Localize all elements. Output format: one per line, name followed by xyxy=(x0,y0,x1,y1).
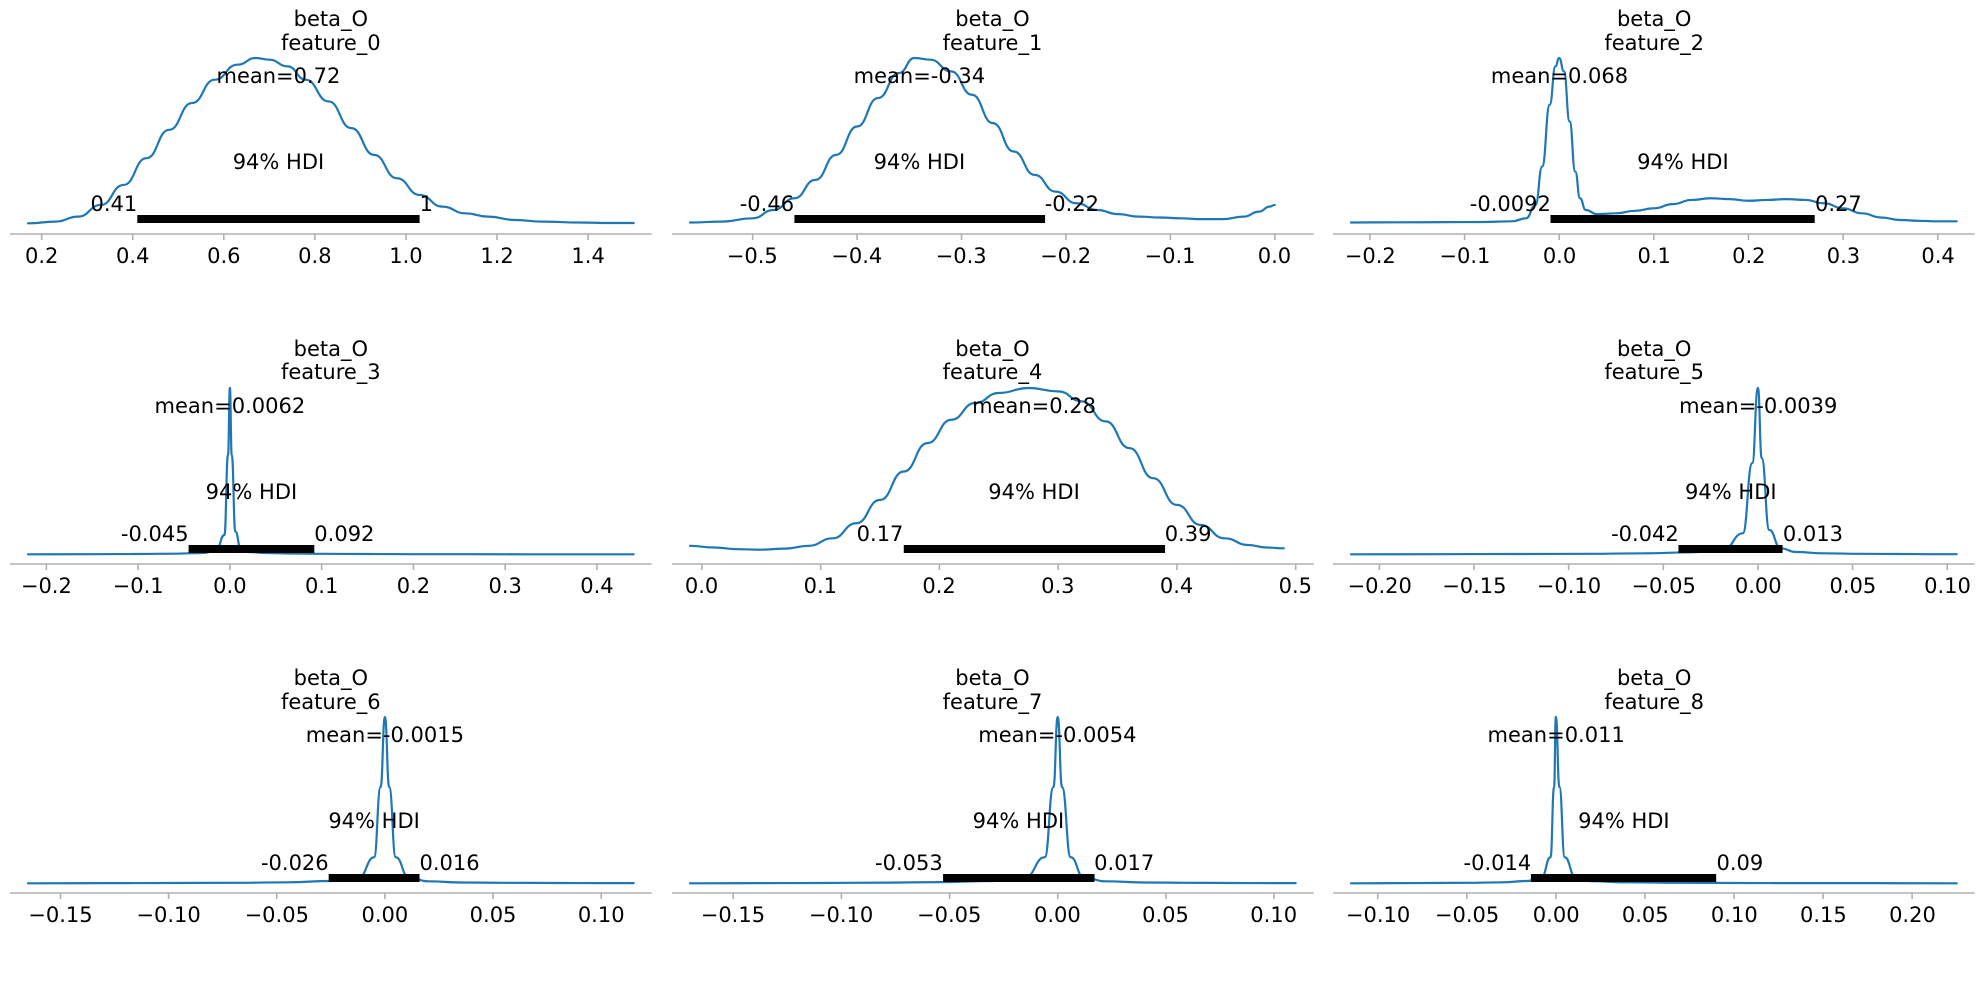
kde-curve xyxy=(26,56,635,225)
kde-curve xyxy=(1350,716,1959,885)
posterior-panel-1: beta_O feature_1 mean=-0.34 94% HDI -0.46 -0.… xyxy=(662,0,1324,330)
kde-curve xyxy=(688,716,1297,885)
posterior-panel-3: beta_O feature_3 mean=0.0062 94% HDI -0.045 0… xyxy=(0,330,662,660)
kde-curve xyxy=(1350,56,1959,224)
posterior-panel-2: beta_O feature_2 mean=0.068 94% HDI -0.0092 0… xyxy=(1323,0,1985,330)
panel-canvas xyxy=(9,56,652,240)
kde-curve xyxy=(688,386,1285,551)
posterior-panel-6: beta_O feature_6 mean=-0.0015 94% HDI -0.026… xyxy=(0,659,662,989)
kde-curve xyxy=(26,716,635,885)
kde-curve xyxy=(1350,386,1959,556)
posterior-panel-4: beta_O feature_4 mean=0.28 94% HDI 0.17 0.39 0… xyxy=(662,330,1324,660)
panel-canvas xyxy=(671,386,1314,570)
posterior-panel-5: beta_O feature_5 mean=-0.0039 94% HDI -0.042… xyxy=(1323,330,1985,660)
posterior-panel-0: beta_O feature_0 mean=0.72 94% HDI 0.41 1 0.2 0… xyxy=(0,0,662,330)
posterior-panel-8: beta_O feature_8 mean=0.011 94% HDI -0.014 0.… xyxy=(1323,659,1985,989)
kde-curve xyxy=(688,56,1276,224)
panel-canvas xyxy=(9,716,652,900)
panel-canvas xyxy=(1333,386,1975,570)
panel-canvas xyxy=(1333,56,1975,240)
panel-canvas xyxy=(9,386,652,570)
kde-curve xyxy=(26,386,635,556)
panel-canvas xyxy=(671,56,1314,240)
panel-canvas xyxy=(1333,716,1975,900)
posterior-panel-7: beta_O feature_7 mean=-0.0054 94% HDI -0.053… xyxy=(662,659,1324,989)
panel-canvas xyxy=(671,716,1314,900)
